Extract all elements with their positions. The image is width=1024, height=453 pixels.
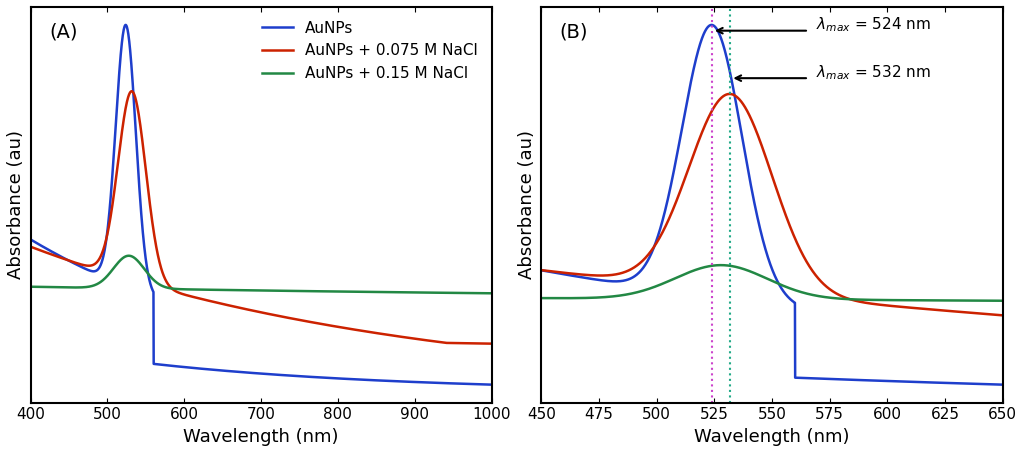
AuNPs + 0.15 M NaCl xyxy=(123,253,135,259)
AuNPs + 0.15 M NaCl xyxy=(48,284,60,290)
Text: $\lambda_{max}$ = 524 nm: $\lambda_{max}$ = 524 nm xyxy=(816,15,931,34)
Text: $\lambda_{max}$ = 532 nm: $\lambda_{max}$ = 532 nm xyxy=(816,63,931,82)
AuNPs xyxy=(48,250,60,255)
AuNPs xyxy=(25,237,37,242)
Y-axis label: Absorbance (au): Absorbance (au) xyxy=(7,130,25,280)
AuNPs xyxy=(485,382,498,387)
AuNPs + 0.075 M NaCl xyxy=(249,308,261,314)
AuNPs + 0.15 M NaCl xyxy=(249,288,261,293)
AuNPs + 0.15 M NaCl xyxy=(237,288,249,293)
Text: (A): (A) xyxy=(49,23,78,42)
Line: AuNPs + 0.075 M NaCl: AuNPs + 0.075 M NaCl xyxy=(31,91,492,344)
AuNPs xyxy=(472,381,484,387)
Legend: AuNPs, AuNPs + 0.075 M NaCl, AuNPs + 0.15 M NaCl: AuNPs, AuNPs + 0.075 M NaCl, AuNPs + 0.1… xyxy=(256,14,484,87)
AuNPs + 0.075 M NaCl xyxy=(472,341,484,346)
AuNPs + 0.075 M NaCl xyxy=(48,253,60,258)
AuNPs xyxy=(388,378,400,384)
Line: AuNPs: AuNPs xyxy=(31,25,492,385)
AuNPs + 0.15 M NaCl xyxy=(388,289,400,295)
AuNPs + 0.15 M NaCl xyxy=(472,290,484,296)
Y-axis label: Absorbance (au): Absorbance (au) xyxy=(518,130,536,280)
Line: AuNPs + 0.15 M NaCl: AuNPs + 0.15 M NaCl xyxy=(31,256,492,293)
AuNPs + 0.15 M NaCl xyxy=(25,284,37,289)
X-axis label: Wavelength (nm): Wavelength (nm) xyxy=(183,428,339,446)
AuNPs xyxy=(249,371,261,376)
AuNPs + 0.075 M NaCl xyxy=(237,306,249,311)
AuNPs xyxy=(120,22,132,28)
X-axis label: Wavelength (nm): Wavelength (nm) xyxy=(694,428,850,446)
AuNPs xyxy=(237,370,249,375)
AuNPs + 0.075 M NaCl xyxy=(388,333,400,338)
Text: (B): (B) xyxy=(560,23,589,42)
AuNPs + 0.075 M NaCl xyxy=(472,341,484,346)
AuNPs + 0.15 M NaCl xyxy=(485,290,498,296)
AuNPs + 0.075 M NaCl xyxy=(485,341,498,347)
AuNPs xyxy=(472,381,484,387)
AuNPs + 0.075 M NaCl xyxy=(126,88,138,94)
AuNPs + 0.15 M NaCl xyxy=(472,290,484,296)
AuNPs + 0.075 M NaCl xyxy=(25,244,37,250)
